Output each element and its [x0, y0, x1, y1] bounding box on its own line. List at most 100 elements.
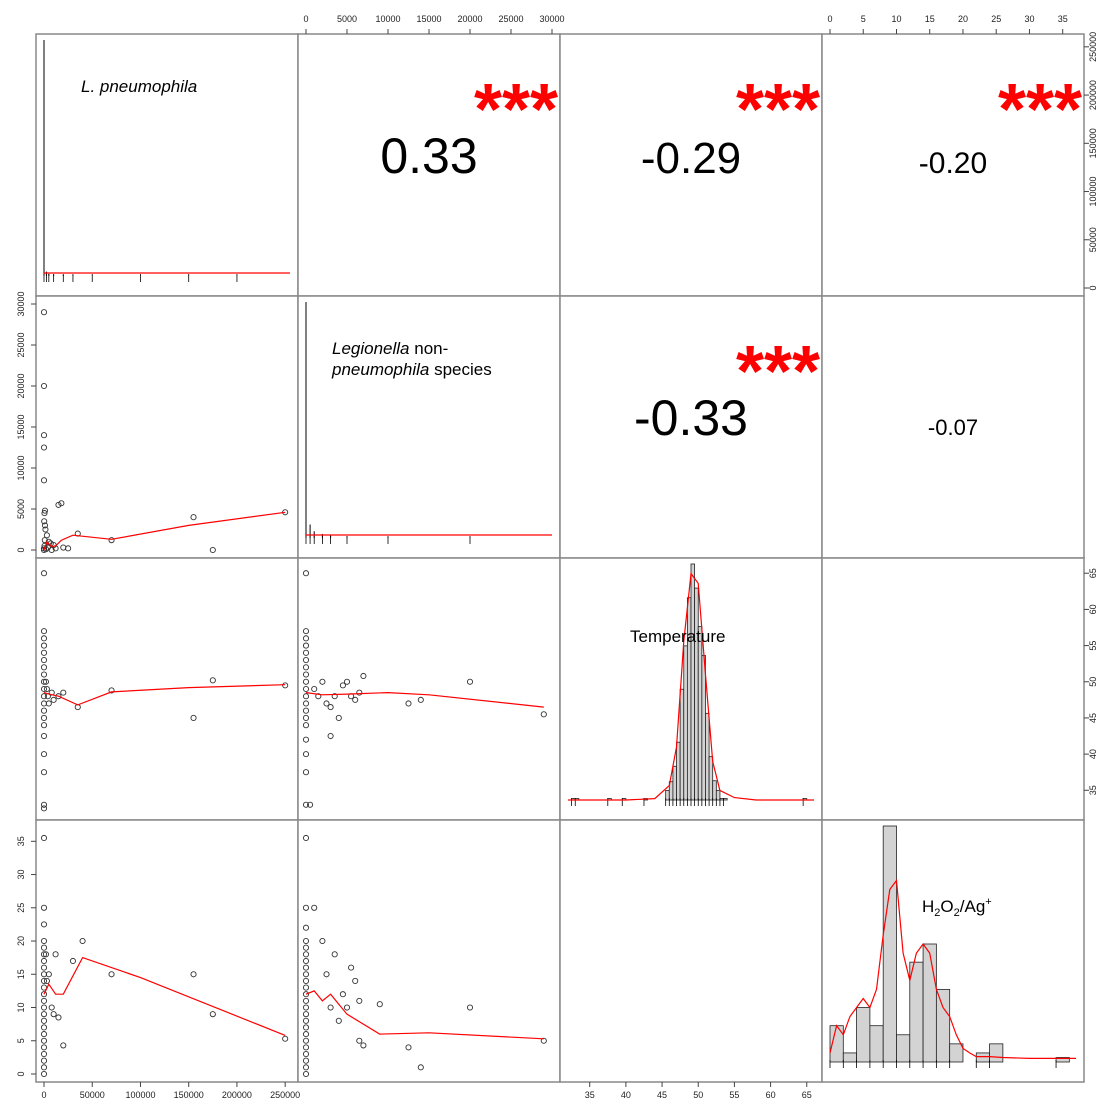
tick-label: 10000	[375, 14, 400, 24]
scatter-point	[302, 1044, 310, 1051]
panel-0-2: -0.29***	[559, 33, 823, 297]
tick-label: 0	[1088, 285, 1098, 290]
scatter-point	[190, 714, 197, 721]
scatter-point	[40, 1044, 48, 1051]
scatter-point	[40, 991, 48, 998]
histogram-bar	[909, 961, 924, 1063]
smooth-line	[43, 511, 286, 551]
scatter-point	[209, 1011, 216, 1018]
tick-label: 65	[802, 1090, 812, 1100]
histogram-bar	[705, 712, 710, 801]
tick-label: 30000	[16, 291, 26, 316]
scatter-point	[40, 642, 48, 649]
scatter-point	[40, 1031, 48, 1038]
scatter-point	[302, 700, 310, 707]
scatter-point	[302, 964, 310, 971]
tick-label: 25000	[498, 14, 523, 24]
tick-label: 50000	[1088, 227, 1098, 252]
tick-label: 15	[925, 14, 935, 24]
panel-1-1: Legionella non-pneumophila species	[297, 295, 561, 559]
scatter-point	[40, 977, 48, 984]
scatter-point	[356, 1037, 363, 1044]
tick-label: 100000	[1088, 177, 1098, 207]
scatter-point	[307, 801, 314, 808]
scatter-point	[302, 1004, 310, 1011]
panel-2-3	[821, 557, 1085, 821]
scatter-point	[40, 951, 48, 958]
scatter-point	[65, 545, 72, 552]
scatter-point	[40, 1024, 48, 1031]
variable-label: L. pneumophila	[81, 77, 197, 96]
scatter-point	[40, 1017, 48, 1024]
tick-label: 0	[303, 14, 308, 24]
panel-1-2: -0.33***	[559, 295, 823, 559]
panel-border	[35, 819, 299, 1083]
tick-label: 20000	[457, 14, 482, 24]
scatter-point	[40, 964, 48, 971]
scatter-point	[40, 921, 48, 928]
scatter-point	[302, 1011, 310, 1018]
scatter-point	[40, 477, 48, 484]
scatter-point	[302, 707, 310, 714]
histogram-bar	[949, 1043, 964, 1063]
scatter-point	[108, 687, 115, 694]
scatter-point	[40, 801, 48, 808]
scatter-point	[41, 537, 48, 544]
scatter-point	[331, 951, 338, 958]
scatter-point	[40, 805, 48, 812]
smooth-line	[43, 684, 286, 706]
scatter-point	[302, 1024, 310, 1031]
scatter-point	[302, 1037, 310, 1044]
panel-2-1	[297, 557, 561, 821]
scatter-point	[40, 714, 48, 721]
scatter-point	[302, 678, 310, 685]
scatter-point	[360, 1042, 367, 1049]
panel-border	[821, 33, 1085, 297]
histogram-bar	[690, 563, 696, 801]
panel-border	[559, 819, 823, 1083]
histogram-bar	[708, 756, 714, 801]
scatter-point	[40, 834, 48, 842]
tick-label: 100000	[125, 1090, 155, 1100]
scatter-point	[42, 546, 49, 553]
histogram-bar	[975, 1052, 990, 1063]
scatter-point	[327, 732, 334, 740]
tick-label: 25000	[16, 332, 26, 357]
panel-border	[35, 33, 299, 297]
tick-label: 20000	[16, 373, 26, 398]
scatter-point	[302, 642, 310, 649]
scatter-point	[302, 664, 310, 671]
scatter-point	[60, 689, 67, 696]
histogram-bar	[683, 645, 688, 801]
scatter-point	[302, 904, 310, 911]
scatter-point	[40, 1037, 48, 1044]
smooth-line	[305, 691, 544, 708]
scatter-point	[40, 1064, 48, 1071]
scatter-point	[331, 693, 338, 700]
histogram-bar	[856, 1007, 871, 1063]
scatter-point	[376, 1001, 383, 1008]
scatter-point	[540, 711, 547, 718]
histogram-bar	[882, 825, 897, 1063]
scatter-point	[302, 769, 310, 776]
tick-label: 5000	[16, 499, 26, 519]
scatter-point	[315, 693, 322, 700]
scatter-point	[327, 1004, 334, 1011]
tick-label: 15	[16, 969, 26, 979]
scatter-point	[40, 657, 48, 664]
tick-label: 35	[16, 836, 26, 846]
panel-3-3: H2O2/Ag+	[821, 819, 1085, 1083]
scatter-point	[352, 977, 359, 984]
scatter-point	[60, 1042, 67, 1049]
scatter-point	[302, 1057, 310, 1064]
scatter-point	[302, 1051, 310, 1058]
scatter-point	[209, 677, 216, 684]
tick-label: 20	[958, 14, 968, 24]
histogram-bar	[842, 1052, 857, 1063]
correlation-value: -0.20	[919, 147, 987, 180]
smooth-line	[305, 990, 544, 1040]
tick-label: 200000	[222, 1090, 252, 1100]
scatter-point	[302, 801, 310, 808]
panel-3-0	[35, 819, 299, 1083]
scatter-point	[302, 1064, 310, 1071]
